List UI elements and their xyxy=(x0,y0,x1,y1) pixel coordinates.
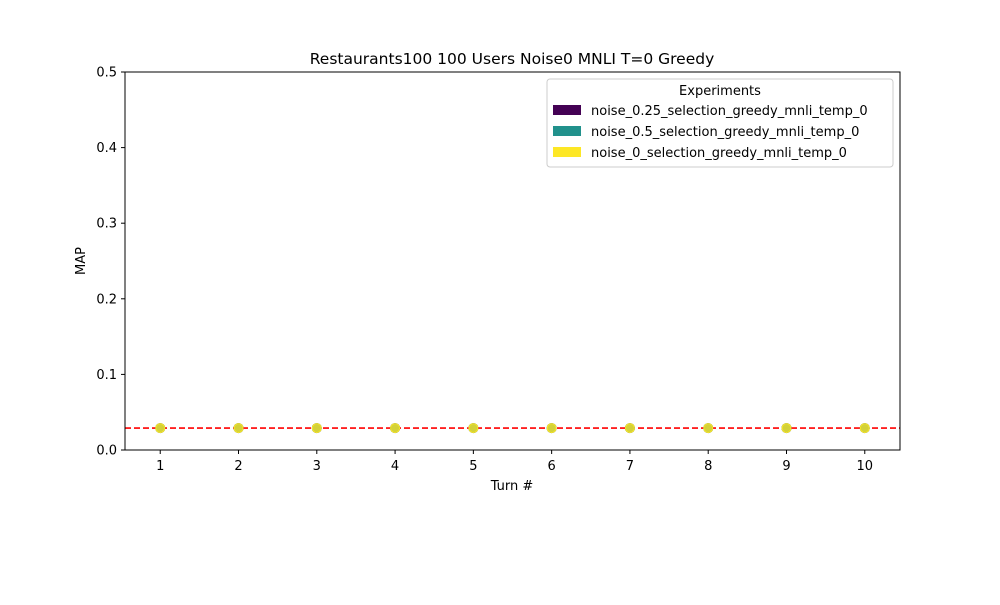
legend-swatch xyxy=(553,126,581,136)
x-tick-label: 9 xyxy=(782,459,790,474)
data-point xyxy=(624,423,635,434)
legend-box xyxy=(546,78,894,168)
data-point xyxy=(155,423,166,434)
data-points-layer xyxy=(155,423,870,434)
data-point xyxy=(233,423,244,434)
x-tick-label: 7 xyxy=(626,459,634,474)
series-2 xyxy=(155,423,870,434)
legend-title: Experiments xyxy=(679,84,761,99)
data-point xyxy=(311,423,322,434)
y-tick-label: 0.0 xyxy=(96,444,117,459)
x-tick-label: 6 xyxy=(548,459,556,474)
y-tick-label: 0.3 xyxy=(96,217,117,232)
x-axis: 1 2 3 4 5 6 7 8 9 10 xyxy=(156,450,873,474)
x-tick-label: 3 xyxy=(313,459,321,474)
x-tick-label: 2 xyxy=(234,459,242,474)
legend-swatch xyxy=(553,147,581,157)
data-point xyxy=(703,423,714,434)
x-axis-label: Turn # xyxy=(490,479,534,494)
y-tick-label: 0.1 xyxy=(96,368,117,383)
x-tick-label: 1 xyxy=(156,459,164,474)
y-tick-label: 0.4 xyxy=(96,141,117,156)
data-point xyxy=(546,423,557,434)
legend-swatch xyxy=(553,105,581,115)
legend-label: noise_0_selection_greedy_mnli_temp_0 xyxy=(591,146,847,161)
data-point xyxy=(859,423,870,434)
y-axis-label: MAP xyxy=(74,247,89,275)
legend-label: noise_0.5_selection_greedy_mnli_temp_0 xyxy=(591,125,859,140)
data-point xyxy=(390,423,401,434)
plot-frame xyxy=(124,71,901,451)
data-point xyxy=(781,423,792,434)
y-tick-label: 0.5 xyxy=(96,66,117,81)
y-axis: 0.0 0.1 0.2 0.3 0.4 0.5 xyxy=(96,66,125,459)
data-point xyxy=(468,423,479,434)
x-tick-label: 4 xyxy=(391,459,399,474)
legend-label: noise_0.25_selection_greedy_mnli_temp_0 xyxy=(591,104,868,119)
y-tick-label: 0.2 xyxy=(96,292,117,307)
x-tick-label: 10 xyxy=(856,459,873,474)
legend: Experiments noise_0.25_selection_greedy_… xyxy=(546,78,894,168)
x-tick-label: 8 xyxy=(704,459,712,474)
x-tick-label: 5 xyxy=(469,459,477,474)
legend-entries: noise_0.25_selection_greedy_mnli_temp_0n… xyxy=(553,104,868,161)
chart-title: Restaurants100 100 Users Noise0 MNLI T=0… xyxy=(310,50,715,68)
